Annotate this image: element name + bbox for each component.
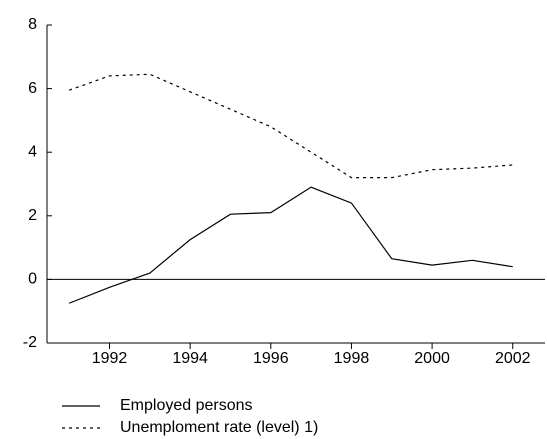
y-tick-label: 4	[28, 143, 37, 160]
y-tick-label: 0	[28, 271, 37, 288]
x-tick-label: 2000	[414, 350, 450, 367]
y-tick-label: 8	[28, 16, 37, 33]
x-tick-label: 1994	[172, 350, 208, 367]
series-line	[68, 186, 513, 304]
x-tick-label: 1998	[334, 350, 370, 367]
x-tick-label: 2002	[495, 350, 531, 367]
x-tick-label: 1992	[92, 350, 128, 367]
y-tick-label: 6	[28, 80, 37, 97]
x-tick-label: 1996	[253, 350, 289, 367]
legend-label: Employed persons	[120, 397, 253, 414]
y-tick-label: -2	[23, 334, 37, 351]
legend-label: Unemploment rate (level) 1)	[120, 419, 318, 436]
y-tick-label: 2	[28, 207, 37, 224]
series-line	[68, 73, 513, 179]
